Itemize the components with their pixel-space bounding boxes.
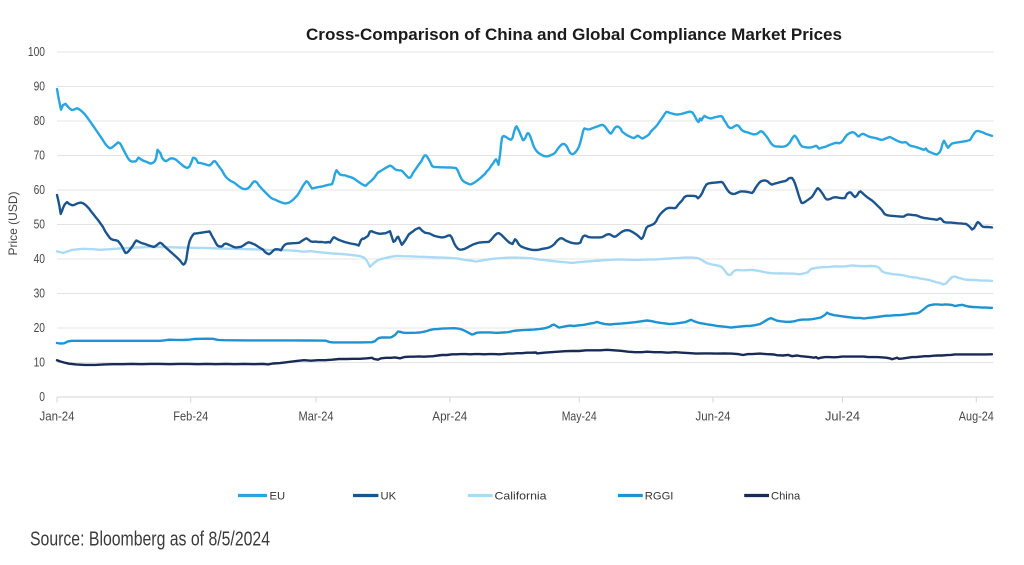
svg-text:UK: UK <box>381 490 397 502</box>
svg-text:China: China <box>771 490 801 502</box>
svg-text:70: 70 <box>34 148 45 162</box>
svg-text:80: 80 <box>34 114 45 128</box>
svg-text:Source: Bloomberg as of 8/5/20: Source: Bloomberg as of 8/5/2024 <box>30 528 270 550</box>
svg-text:Mar-24: Mar-24 <box>299 410 334 424</box>
svg-text:Feb-24: Feb-24 <box>173 410 208 424</box>
svg-text:30: 30 <box>34 286 45 300</box>
svg-text:Jan-24: Jan-24 <box>40 410 75 424</box>
svg-text:100: 100 <box>28 45 45 59</box>
svg-text:Price (USD): Price (USD) <box>6 192 20 256</box>
svg-text:Cross-Comparison of China and: Cross-Comparison of China and Global Com… <box>306 25 842 44</box>
svg-text:EU: EU <box>270 490 286 502</box>
svg-text:60: 60 <box>34 183 45 197</box>
svg-text:RGGI: RGGI <box>645 490 674 502</box>
svg-text:50: 50 <box>34 217 45 231</box>
svg-text:Aug-24: Aug-24 <box>959 410 994 424</box>
svg-text:0: 0 <box>39 390 45 404</box>
svg-text:May-24: May-24 <box>562 410 597 424</box>
svg-text:40: 40 <box>34 252 45 266</box>
svg-text:Apr-24: Apr-24 <box>432 410 467 424</box>
svg-text:20: 20 <box>34 321 45 335</box>
svg-text:90: 90 <box>34 79 45 93</box>
svg-text:California: California <box>495 490 548 502</box>
svg-text:Jun-24: Jun-24 <box>696 410 731 424</box>
svg-text:Jul-24: Jul-24 <box>825 410 860 424</box>
svg-text:10: 10 <box>34 355 45 369</box>
